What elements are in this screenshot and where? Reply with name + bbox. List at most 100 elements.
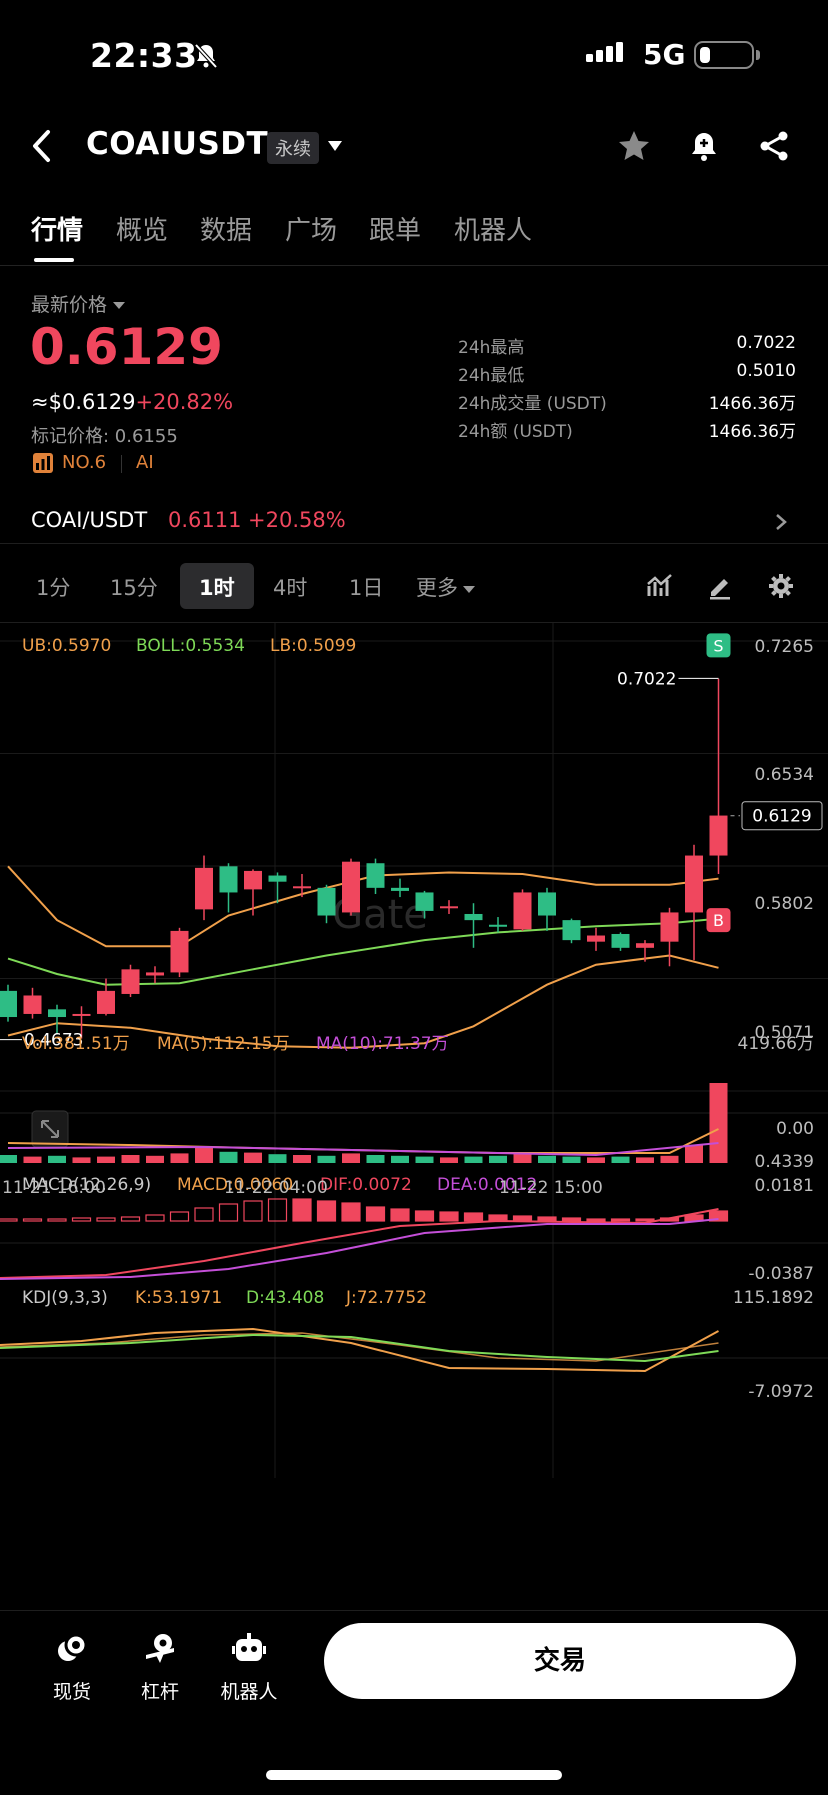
candle-body: [440, 906, 458, 909]
macd-histogram-bar: [463, 1212, 484, 1222]
latest-price-label: 最新价格: [31, 294, 108, 316]
candle-body: [660, 912, 679, 942]
tab-underline: [34, 258, 74, 262]
kdj-j-line: [0, 1327, 719, 1373]
macd-dea-line: [0, 1218, 719, 1280]
macd-histogram-bar: [390, 1208, 410, 1222]
candle-body: [121, 969, 140, 994]
pair-dropdown-icon[interactable]: [327, 140, 343, 152]
interval-1h[interactable]: 1时: [199, 576, 235, 600]
high-price-label: 0.7022: [617, 669, 676, 689]
candle-body: [636, 943, 654, 948]
candle-body: [366, 863, 385, 888]
kdj-legend-name: KDJ(9,3,3): [22, 1288, 108, 1308]
sector-tag[interactable]: AI: [136, 452, 154, 473]
trade-button[interactable]: 交易: [324, 1623, 796, 1699]
stat-label: 24h最高: [458, 338, 525, 358]
time-axis-label: 11-22 15:00: [499, 1178, 603, 1198]
macd-axis-top: 0.0181: [755, 1176, 814, 1196]
stat-value: 1466.36万: [708, 394, 796, 414]
volume-bar: [97, 1156, 115, 1163]
candle-body: [170, 930, 189, 973]
interval-1d[interactable]: 1日: [349, 576, 384, 600]
macd-histogram-bar: [414, 1210, 435, 1222]
robot-icon: [232, 1633, 266, 1661]
tab-overview[interactable]: 概览: [116, 216, 169, 246]
volume-bar: [317, 1155, 336, 1163]
legend-lb: LB:0.5099: [270, 636, 357, 656]
legend-vol-ma10: MA(10):71.37万: [316, 1034, 449, 1054]
candle-body: [685, 855, 703, 913]
fiat-price-line: ≈$0.6129+20.82%: [31, 390, 233, 414]
candle-body: [611, 933, 630, 948]
candle-body: [293, 886, 311, 889]
stat-label: 24h额 (USDT): [458, 422, 573, 442]
favorite-star-icon[interactable]: [616, 128, 652, 164]
stat-row-high: 24h最高 0.7022: [458, 333, 796, 361]
spot-pair-row[interactable]: COAI/USDT 0.6111 +20.58%: [0, 500, 828, 544]
macd-histogram-bar: [292, 1198, 312, 1222]
stat-value: 1466.36万: [708, 422, 796, 442]
share-icon[interactable]: [756, 128, 792, 164]
price-axis-label: 0.7265: [754, 637, 814, 657]
tab-market[interactable]: 行情: [31, 216, 84, 246]
rank-badge[interactable]: NO.6: [62, 452, 107, 473]
candle-body: [48, 1009, 66, 1018]
kdj-legend-d: D:43.408: [246, 1288, 324, 1308]
volume-bar: [709, 1083, 728, 1163]
candle-body: [317, 887, 336, 916]
kdj-axis-top: 115.1892: [733, 1288, 814, 1308]
volume-bar: [195, 1147, 213, 1163]
volume-bar: [72, 1157, 91, 1163]
macd-histogram-bar: [537, 1216, 557, 1222]
stat-label: 24h最低: [458, 366, 525, 386]
interval-15m[interactable]: 15分: [110, 576, 158, 600]
back-arrow-icon[interactable]: [28, 128, 58, 164]
macd-histogram-bar: [96, 1217, 116, 1222]
price-axis-label: 0.4339: [754, 1152, 814, 1172]
volume-bar: [48, 1155, 66, 1163]
spot-change: +20.58%: [248, 508, 346, 532]
rank-chart-icon: [33, 453, 53, 473]
interval-4h[interactable]: 4时: [273, 576, 308, 600]
interval-more[interactable]: 更多: [416, 572, 475, 602]
candle-body: [268, 875, 287, 882]
boll-lower-band: [7, 954, 719, 1049]
volume-bar: [611, 1156, 630, 1163]
chart-area[interactable]: Gate 0.7022 S B 0.4673 0.6129 MACD(12,26,9) MAC…: [0, 622, 828, 1610]
kdj-legend-k: K:53.1971: [135, 1288, 222, 1308]
nav-spot[interactable]: 现货: [36, 1631, 108, 1704]
price-alert-icon[interactable]: [686, 128, 722, 164]
latest-price-selector[interactable]: 最新价格: [31, 290, 126, 317]
current-price-tag: [741, 801, 823, 831]
tab-data[interactable]: 数据: [200, 216, 253, 246]
nav-leverage[interactable]: 杠杆: [124, 1631, 196, 1704]
macd-histogram-bar: [316, 1200, 337, 1222]
macd-histogram-bar: [267, 1198, 288, 1222]
candle-body: [195, 867, 213, 910]
macd-histogram-bar: [243, 1200, 263, 1222]
caret-down-icon: [113, 302, 126, 309]
indicator-icon[interactable]: [646, 572, 674, 600]
candle-body: [415, 892, 434, 911]
pair-title[interactable]: COAIUSDT: [86, 126, 269, 162]
macd-histogram-bar: [71, 1217, 92, 1222]
volume-bar: [342, 1153, 360, 1163]
candle-body: [72, 1013, 91, 1016]
interval-1m[interactable]: 1分: [36, 576, 71, 600]
vol-axis-top: 419.66万: [737, 1034, 814, 1054]
tab-bots[interactable]: 机器人: [454, 216, 533, 246]
home-indicator: [266, 1770, 562, 1780]
tab-square[interactable]: 广场: [285, 216, 338, 246]
gear-icon[interactable]: [767, 572, 795, 600]
last-price: 0.6129: [30, 318, 223, 376]
legend-ub: UB:0.5970: [22, 636, 112, 656]
draw-tool-icon[interactable]: [706, 572, 734, 600]
candle-body: [391, 887, 409, 891]
candle-body: [244, 870, 262, 890]
tab-copy-trading[interactable]: 跟单: [369, 216, 422, 246]
macd-histogram-bar: [218, 1203, 239, 1222]
nav-bot[interactable]: 机器人: [213, 1631, 285, 1704]
legend-vol-ma5: MA(5):112.15万: [157, 1034, 290, 1054]
